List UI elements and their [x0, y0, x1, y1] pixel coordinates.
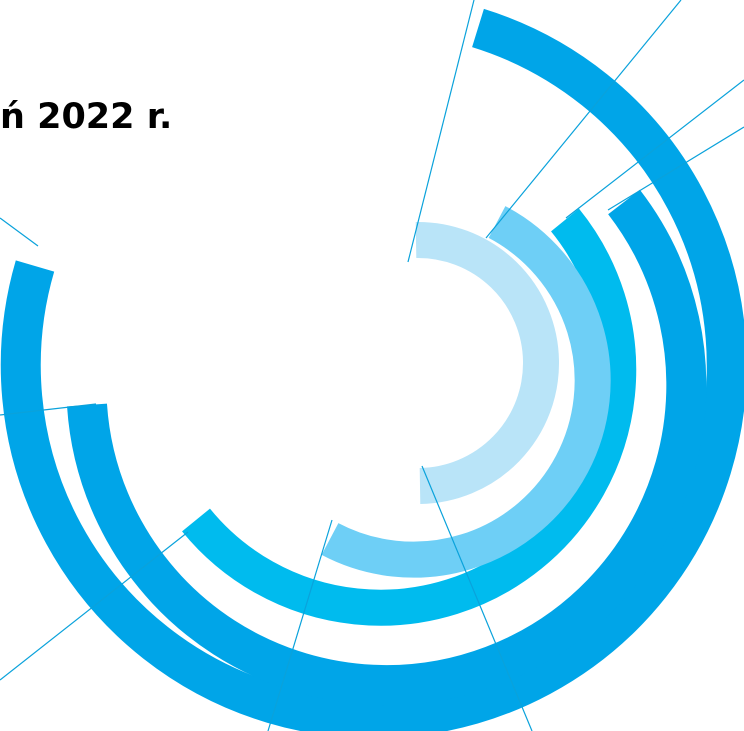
decor-line	[267, 519, 333, 731]
decor-line	[421, 465, 533, 731]
decor-line	[485, 0, 682, 239]
arc-outermost	[0, 8, 744, 731]
decor-line	[0, 403, 97, 416]
decor-line	[607, 126, 744, 211]
decor-line	[0, 531, 189, 681]
arc-middle	[182, 208, 637, 626]
arc-innermost	[415, 221, 559, 504]
arc-outer	[67, 189, 707, 706]
arc-inner	[321, 206, 611, 578]
decor-line	[407, 0, 475, 263]
decor-line	[565, 79, 744, 219]
page-title: ń 2022 r.	[0, 97, 173, 137]
decor-line	[0, 217, 39, 247]
